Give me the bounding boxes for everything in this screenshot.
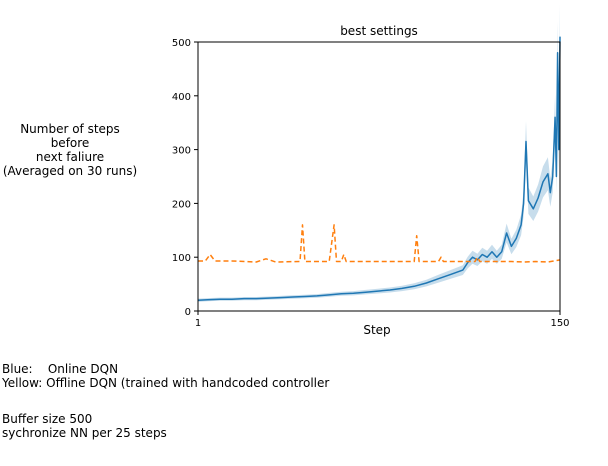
x-tick-label: 1 [195,318,201,329]
y-tick-label: 400 [172,92,191,103]
series-0-line [197,36,561,301]
series-0-confidence-band [198,3,560,302]
chart-title: best settings [340,24,418,38]
confidence-band-layer [198,3,560,302]
series-1-line [198,224,561,263]
y-tick-label: 300 [172,146,191,157]
y-tick-label: 0 [185,307,191,318]
y-tick-label: 100 [172,253,191,264]
x-tick-label: 150 [550,318,569,329]
series-layer [197,36,561,301]
y-axis-description: Number of steps before next faliure (Ave… [2,122,138,178]
legend-yellow-note: Yellow: Offline DQN (trained with handco… [2,376,330,390]
axis-ticks: 0 100 200 300 400 500 1 150 [172,38,570,329]
buffer-size-note: Buffer size 500 [2,412,93,426]
sync-note: sychronize NN per 25 steps [2,426,167,440]
legend-blue-note: Blue: Online DQN [2,362,119,376]
y-tick-label: 200 [172,199,191,210]
x-axis-label: Step [363,323,390,337]
y-tick-label: 500 [172,38,191,49]
plot-frame [197,41,561,312]
